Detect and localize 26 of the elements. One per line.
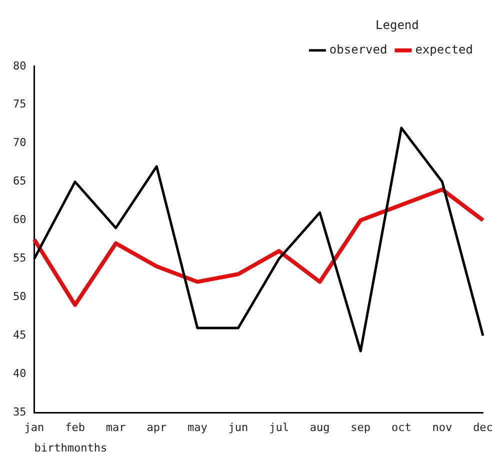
y-tick-label: 60 bbox=[12, 213, 26, 226]
x-tick-label: may bbox=[187, 421, 208, 434]
x-tick-label: mar bbox=[106, 421, 126, 434]
y-tick-label: 65 bbox=[12, 174, 26, 188]
x-tick-label: sep bbox=[350, 421, 371, 434]
x-tick-label: oct bbox=[391, 421, 412, 434]
y-tick-label: 70 bbox=[12, 136, 26, 150]
legend-label: observed bbox=[329, 42, 388, 57]
x-tick-label: jan bbox=[24, 421, 44, 434]
x-tick-label: aug bbox=[310, 421, 330, 434]
y-tick-label: 40 bbox=[12, 366, 26, 380]
x-tick-label: nov bbox=[432, 421, 453, 434]
y-tick-label: 50 bbox=[12, 290, 26, 304]
x-tick-label: jul bbox=[269, 421, 289, 434]
y-tick-label: 35 bbox=[12, 405, 26, 418]
x-tick-label: apr bbox=[146, 421, 167, 434]
y-tick-label: 80 bbox=[12, 59, 26, 72]
legend-label: expected bbox=[415, 42, 473, 57]
x-tick-label: dec bbox=[473, 421, 493, 434]
x-axis-title: birthmonths bbox=[34, 441, 108, 454]
legend-title: Legend bbox=[376, 18, 419, 32]
y-tick-label: 75 bbox=[12, 98, 26, 111]
y-tick-label: 45 bbox=[12, 328, 26, 342]
x-tick-label: feb bbox=[65, 421, 85, 434]
x-tick-label: jun bbox=[228, 421, 248, 434]
y-tick-label: 55 bbox=[12, 252, 26, 265]
